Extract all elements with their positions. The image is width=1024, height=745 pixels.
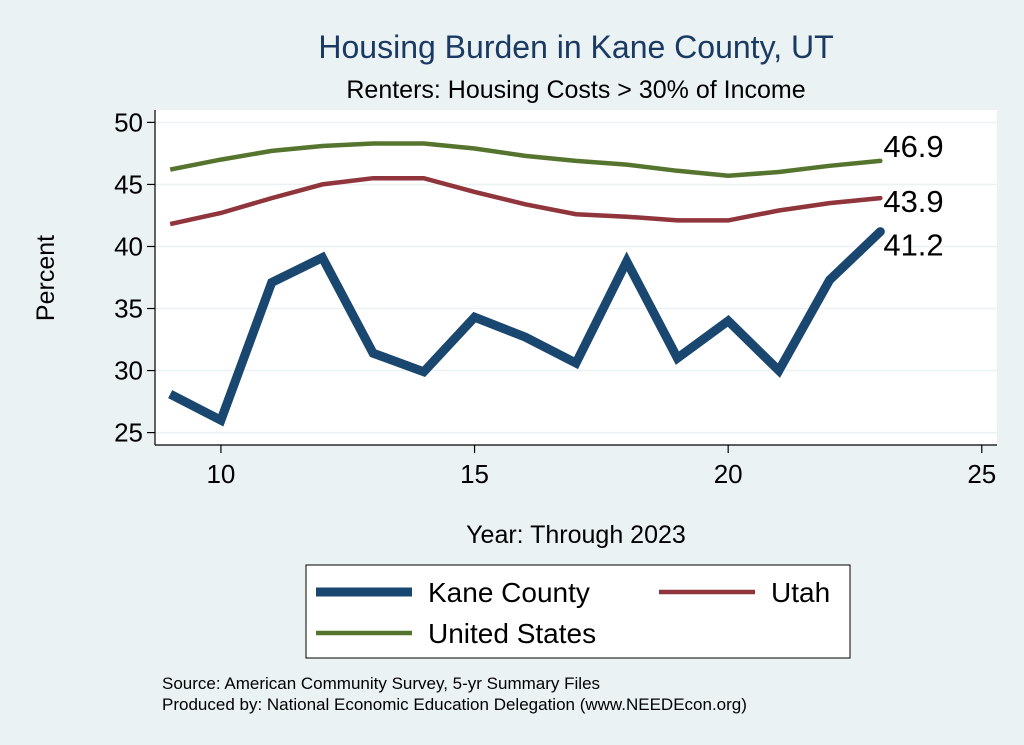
series-line-1 [169,175,881,227]
series-group [168,141,885,427]
y-axis-title: Percent [32,235,60,321]
x-tick-label: 15 [460,459,489,489]
y-tick-label: 35 [114,294,143,324]
legend-label-2: United States [428,618,596,649]
axes: 25 30 35 40 45 50 10 15 20 25 [114,107,997,489]
legend-items: Kane County Utah United States [316,577,830,649]
series-end-point-1 [878,195,883,201]
end-label-0: 41.2 [883,228,943,263]
legend-label-1: Utah [771,577,830,608]
series-end-point-2 [878,158,883,164]
x-tick-label: 20 [714,459,743,489]
y-tick-label: 45 [114,169,143,199]
y-tick-label: 30 [114,356,143,386]
series-line-2 [169,141,881,179]
end-label-2: 46.9 [883,129,943,164]
plot-area [155,110,997,445]
gridlines [155,121,997,434]
end-labels: 41.2 43.9 46.9 [883,129,943,263]
chart-title: Housing Burden in Kane County, UT [318,29,833,65]
legend [305,564,851,659]
legend-label-0: Kane County [428,577,590,608]
producer-note: Produced by: National Economic Education… [162,695,747,714]
y-tick-label: 50 [114,107,143,137]
source-note: Source: American Community Survey, 5-yr … [162,674,600,693]
x-tick-label: 25 [967,459,996,489]
series-line-0 [168,228,884,427]
x-tick-label: 10 [206,459,235,489]
y-tick-label: 40 [114,231,143,261]
chart-subtitle: Renters: Housing Costs > 30% of Income [346,76,805,104]
end-label-1: 43.9 [883,184,943,219]
series-end-point-0 [875,227,885,237]
x-axis-title: Year: Through 2023 [466,521,686,549]
y-tick-label: 25 [114,418,143,448]
